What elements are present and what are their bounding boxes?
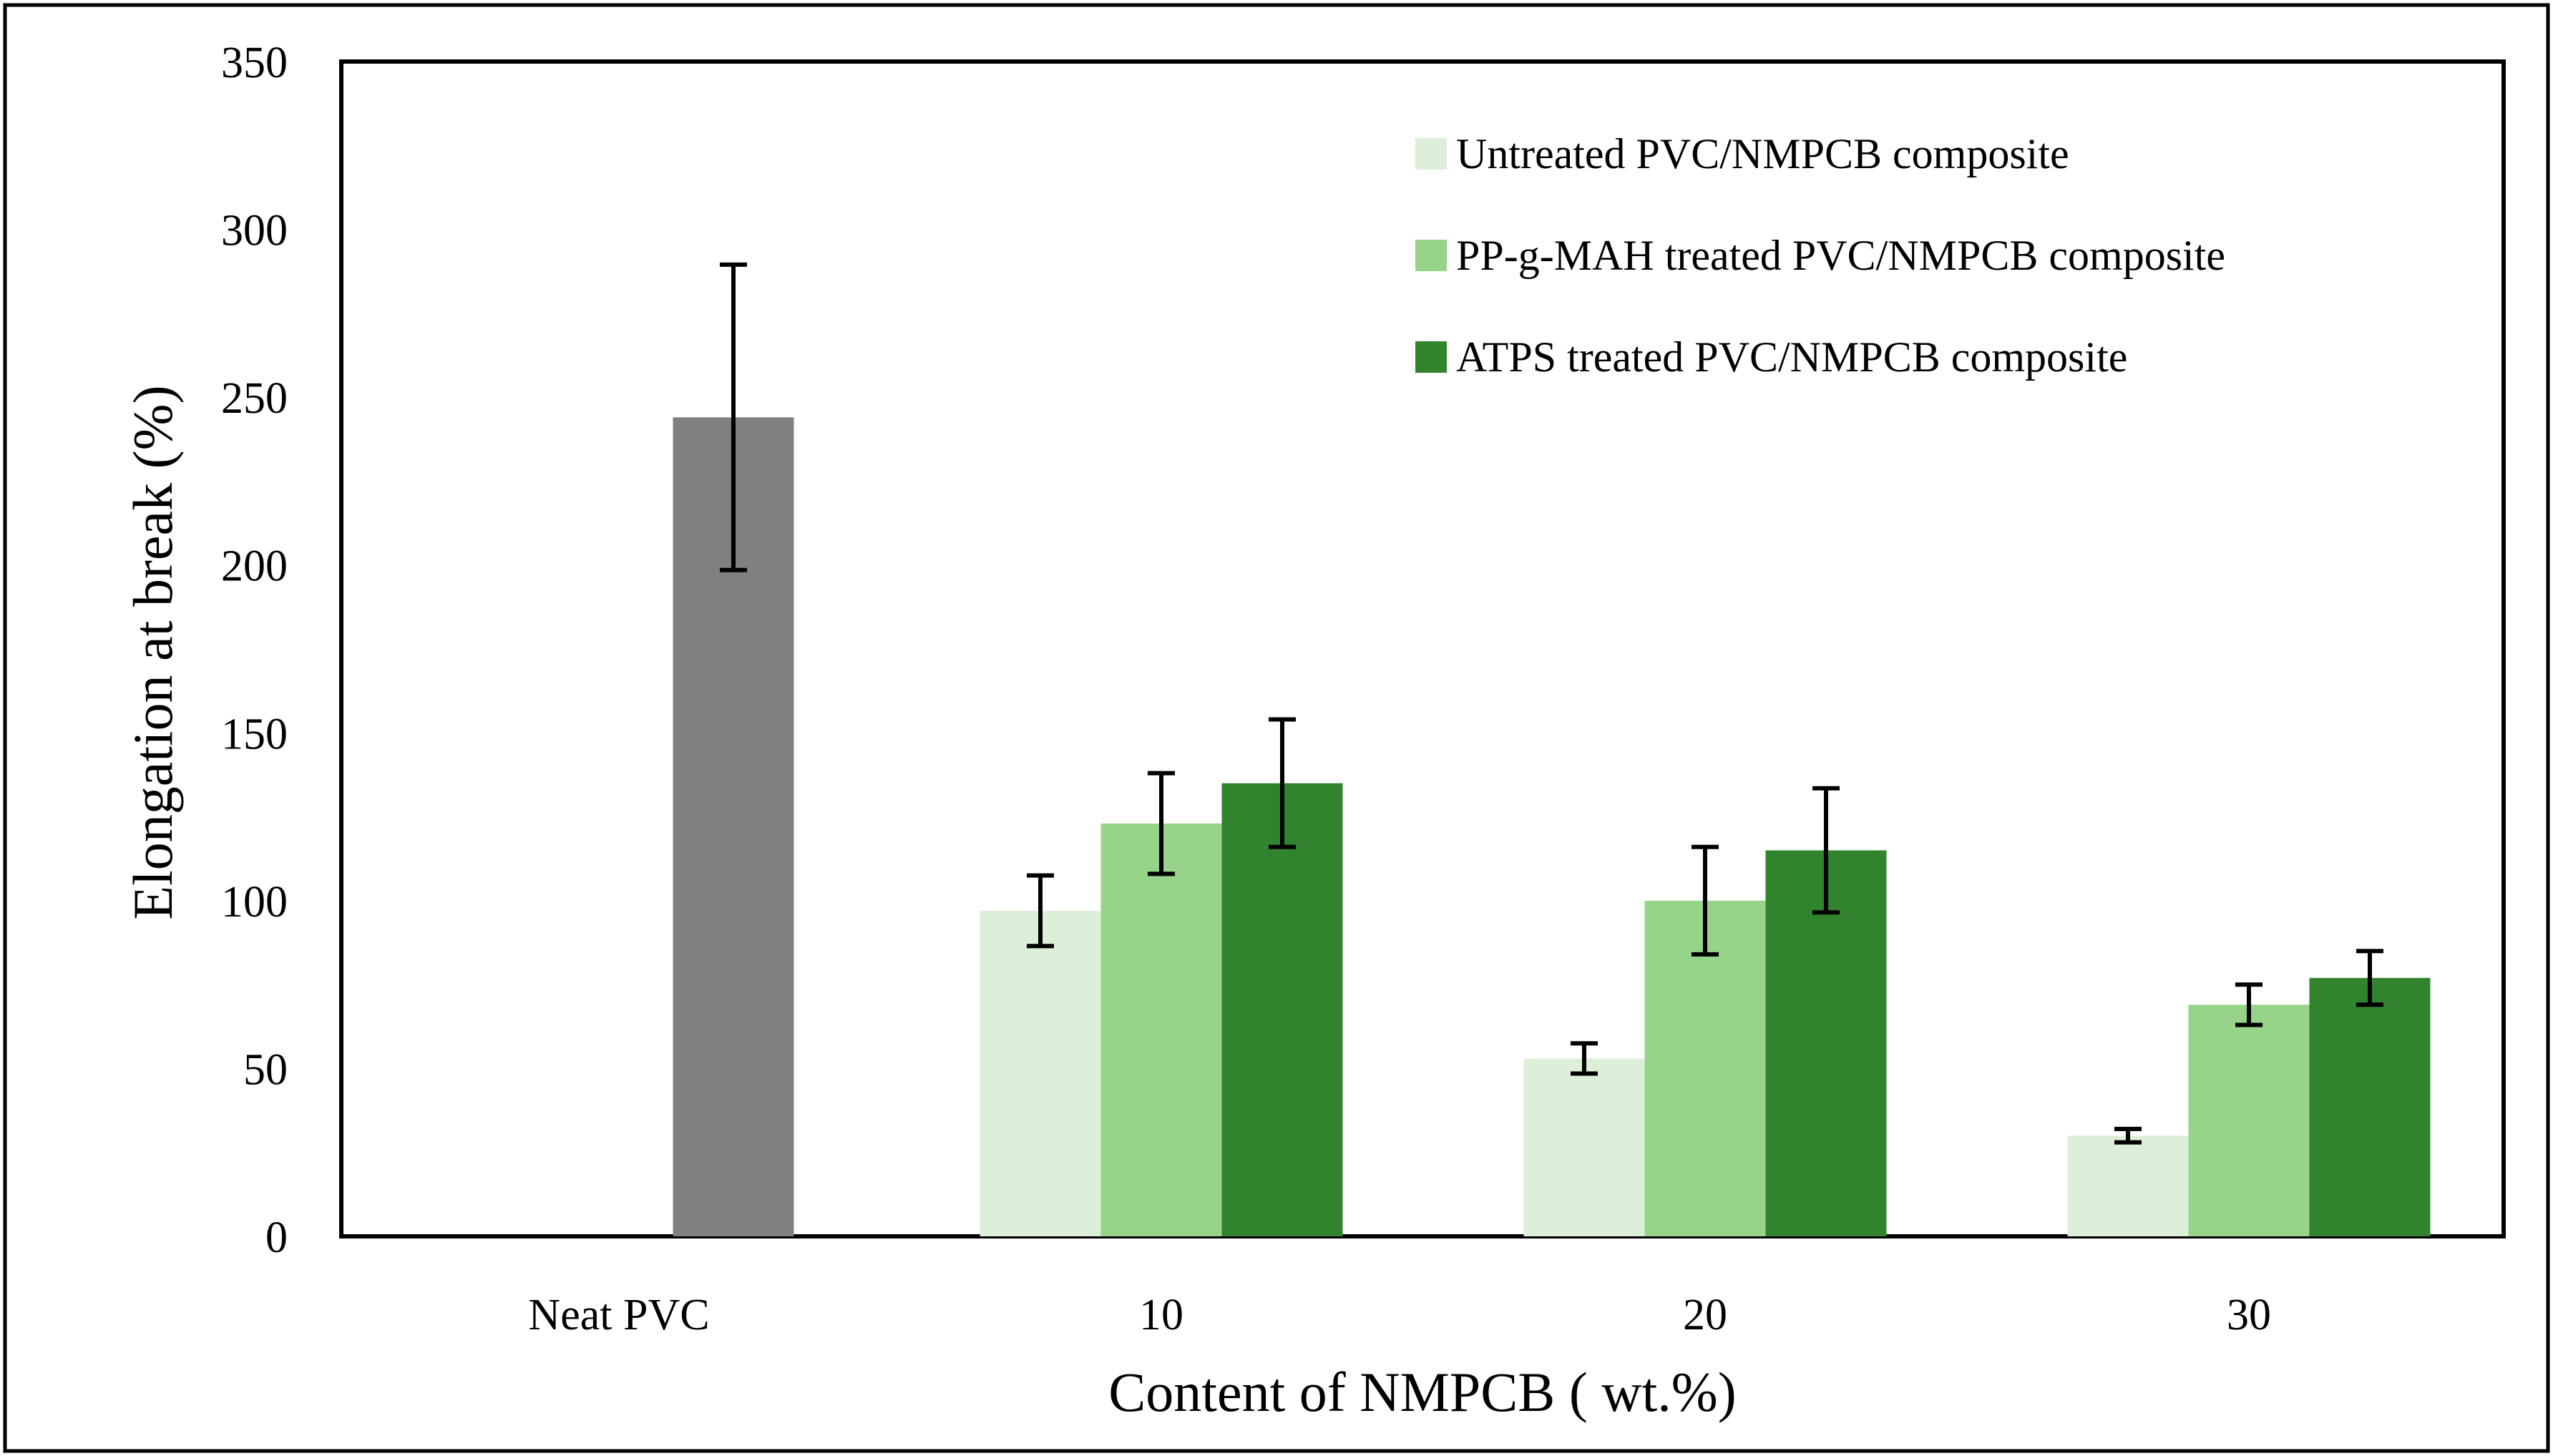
legend-item-atps-treated-pvc-nmpcb-composite: ATPS treated PVC/NMPCB composite [1415,333,2127,381]
legend-item-pp-g-mah-treated-pvc-nmpcb-composite: PP-g-MAH treated PVC/NMPCB composite [1415,232,2225,279]
bars-layer [673,417,2431,1236]
y-axis-ticks: 0 50 100 150 200 250 300 350 [221,39,288,1262]
bar-atps-treated-pvc-nmpcb-composite-20 [1765,850,1887,1236]
x-tick-label-10: 10 [1139,1291,1183,1339]
bar-atps-treated-pvc-nmpcb-composite-10 [1221,783,1343,1236]
legend-swatch-atps-treated-pvc-nmpcb-composite [1415,341,1447,373]
bar-untreated-pvc-nmpcb-composite-30 [2067,1135,2189,1236]
plot-area-frame [339,59,2506,1238]
legend-label-pp-g-mah-treated-pvc-nmpcb-composite: PP-g-MAH treated PVC/NMPCB composite [1456,232,2225,279]
error-bar-untreated-pvc-nmpcb-composite-20 [1571,1041,1598,1076]
bar-untreated-pvc-nmpcb-composite-20 [1523,1058,1645,1236]
legend-swatch-untreated-pvc-nmpcb-composite [1415,138,1447,170]
error-bar-untreated-pvc-nmpcb-composite-10 [1027,873,1054,949]
error-bar-untreated-pvc-nmpcb-composite-30 [2114,1126,2142,1145]
error-bar-atps-treated-pvc-nmpcb-composite-20 [1812,786,1840,915]
error-bar-atps-treated-pvc-nmpcb-composite-10 [1269,717,1296,849]
y-tick-label-350: 350 [221,39,288,87]
y-tick-label-300: 300 [221,207,288,255]
legend-label-untreated-pvc-nmpcb-composite: Untreated PVC/NMPCB composite [1456,130,2069,177]
y-tick-label-100: 100 [221,878,288,927]
legend: Untreated PVC/NMPCB composite PP-g-MAH tr… [1415,130,2225,381]
legend-label-atps-treated-pvc-nmpcb-composite: ATPS treated PVC/NMPCB composite [1456,333,2127,381]
legend-swatch-pp-g-mah-treated-pvc-nmpcb-composite [1415,240,1447,271]
error-bar-pp-g-mah-treated-pvc-nmpcb-composite-10 [1148,771,1175,876]
y-axis-title: Elongation at break (%) [122,385,184,919]
y-tick-label-250: 250 [221,374,288,423]
y-tick-label-200: 200 [221,542,288,591]
y-tick-label-150: 150 [221,710,288,758]
y-tick-label-0: 0 [265,1213,288,1262]
x-axis-title: Content of NMPCB ( wt.%) [1108,1361,1737,1423]
bar-pp-g-mah-treated-pvc-nmpcb-composite-10 [1100,824,1222,1236]
bar-untreated-pvc-nmpcb-composite-10 [980,910,1101,1236]
bar-pp-g-mah-treated-pvc-nmpcb-composite-20 [1644,900,1766,1236]
bar-pp-g-mah-treated-pvc-nmpcb-composite-30 [2188,1005,2310,1236]
error-bar-neat-pvc-neat-pvc [720,262,747,572]
legend-item-untreated-pvc-nmpcb-composite: Untreated PVC/NMPCB composite [1415,130,2069,177]
y-tick-label-50: 50 [243,1045,288,1094]
x-tick-label-neat-pvc: Neat PVC [528,1291,709,1339]
bar-atps-treated-pvc-nmpcb-composite-30 [2309,977,2431,1236]
x-tick-label-20: 20 [1683,1291,1727,1339]
error-bars-layer [720,262,2383,1145]
error-bar-pp-g-mah-treated-pvc-nmpcb-composite-20 [1692,844,1719,957]
x-axis-ticks: Neat PVC 10 20 30 [528,1291,2271,1339]
x-tick-label-30: 30 [2227,1291,2271,1339]
error-bar-pp-g-mah-treated-pvc-nmpcb-composite-30 [2235,982,2262,1027]
error-bar-atps-treated-pvc-nmpcb-composite-30 [2356,949,2383,1007]
